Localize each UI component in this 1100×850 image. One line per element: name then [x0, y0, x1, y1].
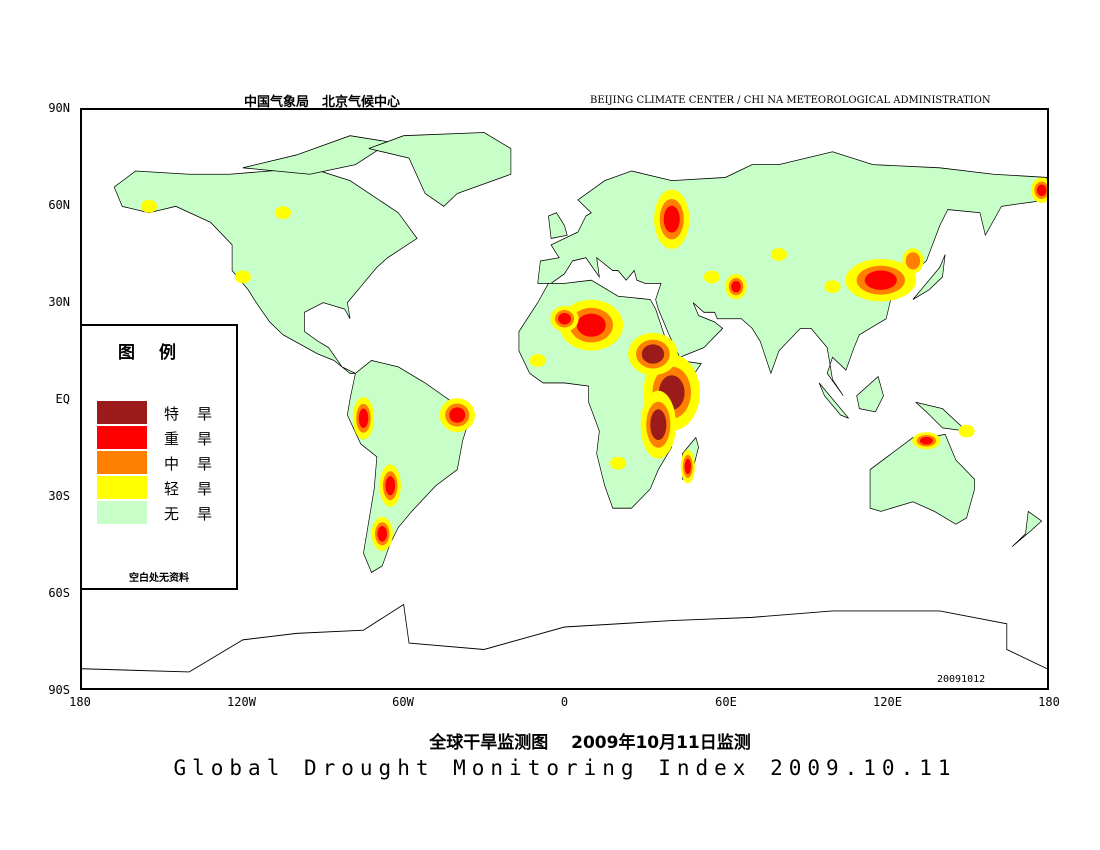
drought-patch — [824, 280, 841, 294]
header-cn: 中国气象局 北京气候中心 — [244, 95, 401, 110]
land-new-guinea — [915, 401, 968, 432]
header-en: BEIJING CLIMATE CENTER / CHI NA METEOROL… — [590, 95, 991, 106]
drought-patch — [770, 248, 787, 261]
lon-label: 60E — [715, 695, 737, 709]
drought-patch — [958, 424, 975, 438]
land-borneo — [856, 375, 884, 413]
drought-patch — [234, 270, 251, 284]
land-south-america — [347, 360, 472, 573]
legend-label: 特旱 — [164, 405, 231, 423]
land-north-america — [113, 167, 418, 374]
drought-patch — [385, 476, 396, 496]
legend-label: 中旱 — [164, 455, 231, 473]
antarctica-outline — [82, 603, 1047, 673]
lon-label: 180 — [69, 695, 91, 709]
lat-label: 30N — [48, 295, 70, 309]
drought-patch — [558, 312, 571, 325]
drought-patch — [449, 407, 466, 423]
legend-swatch — [97, 401, 147, 424]
lat-label: 30S — [48, 489, 70, 503]
drought-patch — [358, 408, 369, 428]
lon-label: 60W — [392, 695, 414, 709]
land-sumatra — [818, 382, 849, 419]
legend-label: 轻旱 — [164, 480, 231, 498]
legend-note: 空白处无资料 — [129, 573, 189, 584]
drought-patch — [919, 436, 933, 445]
drought-map — [80, 108, 1049, 690]
legend-label: 无旱 — [164, 505, 231, 523]
drought-patch — [610, 456, 627, 470]
title-en: Global Drought Monitoring Index 2009.10.… — [173, 756, 957, 780]
land-new-zealand — [1011, 510, 1043, 548]
drought-patch — [641, 344, 665, 364]
lon-label: 120W — [227, 695, 256, 709]
drought-patch — [684, 458, 692, 475]
legend-swatch — [97, 451, 147, 474]
lat-label: EQ — [55, 392, 70, 406]
drought-patch — [731, 280, 741, 293]
drought-patch — [703, 270, 720, 284]
drought-patch — [140, 199, 158, 213]
legend-swatch — [97, 501, 147, 524]
drought-patch — [864, 270, 897, 290]
date-stamp: 20091012 — [937, 674, 986, 685]
lon-label: 120E — [873, 695, 902, 709]
drought-patch — [529, 354, 546, 367]
lat-label: 60S — [48, 586, 70, 600]
lon-label: 0 — [560, 695, 569, 709]
drought-patch — [650, 409, 667, 441]
land-arctic-canada — [242, 135, 392, 175]
lat-label: 60N — [48, 198, 70, 212]
drought-patch — [1036, 184, 1047, 197]
drought-patch — [576, 313, 606, 337]
land-uk — [548, 212, 568, 239]
legend-swatch — [97, 476, 147, 499]
drought-patch — [275, 206, 292, 220]
lat-label: 90S — [48, 683, 70, 697]
drought-patch — [377, 526, 388, 542]
title-cn: 全球干旱监测图 2009年10月11日监测 — [429, 733, 751, 753]
lon-label: 180 — [1038, 695, 1060, 709]
lat-label: 90N — [48, 101, 70, 115]
land-greenland — [368, 132, 512, 207]
legend: 图例 特旱重旱中旱轻旱无旱 空白处无资料 — [80, 324, 238, 590]
legend-label: 重旱 — [164, 430, 231, 448]
land-japan — [912, 254, 946, 300]
legend-swatch — [97, 426, 147, 449]
drought-patch — [908, 255, 918, 267]
legend-title: 图例 — [118, 343, 200, 363]
drought-patch — [663, 205, 680, 233]
